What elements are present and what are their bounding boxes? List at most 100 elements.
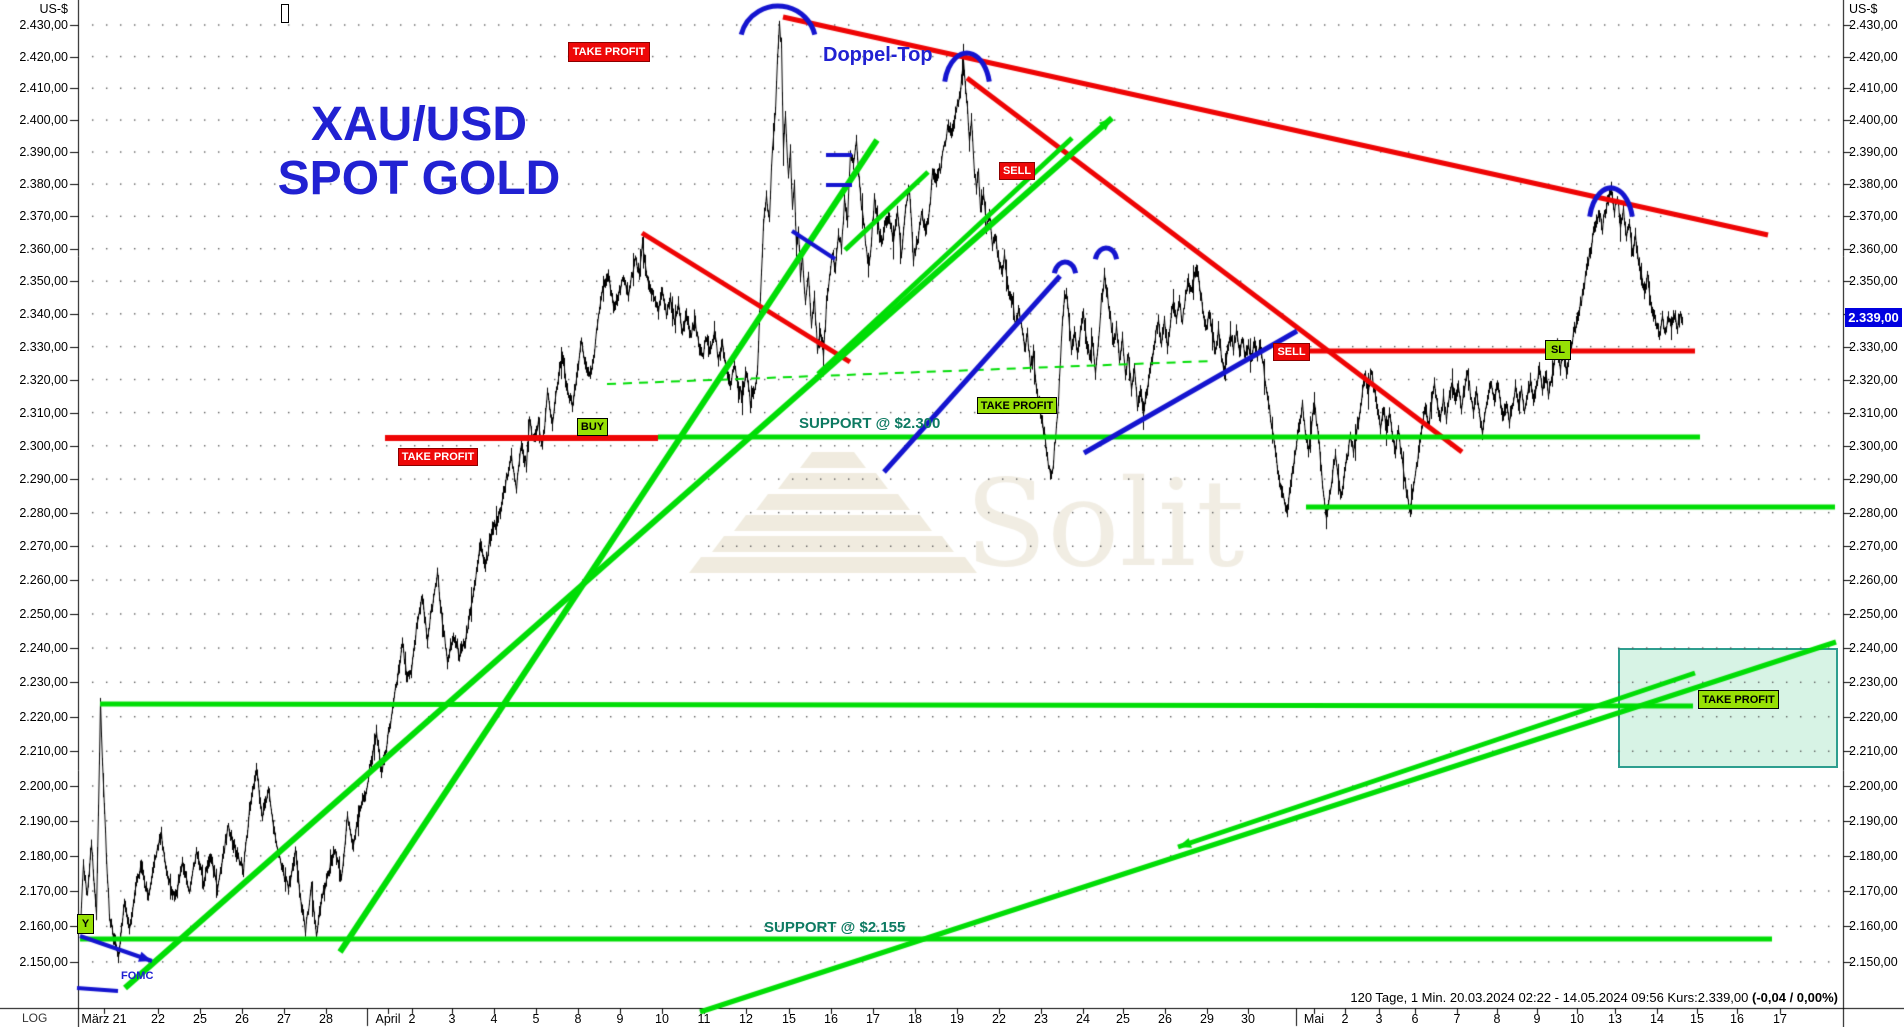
sell-box-5[interactable]: SELL [1273,343,1310,361]
y-axis-label-left-2370: 2.370,00 [19,209,68,224]
x-axis-label-2: 2 [408,1012,416,1026]
y-axis-label-left-2160: 2.160,00 [19,919,68,934]
buy-box-2[interactable]: BUY [577,418,608,436]
sl-box-6[interactable]: SL [1545,340,1571,360]
y-axis-label-left-2200: 2.200,00 [19,778,68,793]
y-axis-label-right-2300: 2.300,00 [1849,438,1898,453]
x-axis-label-18: 18 [908,1012,922,1026]
take-profit-box-0[interactable]: TAKE PROFIT [568,42,650,62]
x-axis-label-17: 17 [866,1012,880,1026]
x-axis-label-11: 11 [697,1012,711,1026]
y-axis-label-right-2230: 2.230,00 [1849,675,1898,690]
x-axis-label-15: 15 [1690,1012,1704,1026]
y-axis-label-left-2170: 2.170,00 [19,884,68,899]
y-axis-label-left-2380: 2.380,00 [19,177,68,192]
y-axis-label-left-2250: 2.250,00 [19,606,68,621]
y-axis-label-left-2360: 2.360,00 [19,241,68,256]
y-axis-label-right-2430: 2.430,00 [1849,18,1898,32]
sell-box-4[interactable]: SELL [999,162,1035,180]
x-axis-label-27: 27 [277,1012,291,1026]
y-axis-label-right-2360: 2.360,00 [1849,241,1898,256]
current-price-tag: 2.339,00 [1845,308,1902,327]
x-axis-label-17: 17 [1773,1012,1787,1026]
x-axis-label-6: 6 [1411,1012,1419,1026]
doppel-top-label[interactable]: Doppel-Top [823,44,933,66]
x-axis-label-3: 3 [448,1012,456,1026]
take-profit-box-3[interactable]: TAKE PROFIT [977,397,1057,414]
y-axis-label-left-2330: 2.330,00 [19,339,68,354]
y-axis-label-right-2270: 2.270,00 [1849,539,1898,554]
y-axis-label-right-2320: 2.320,00 [1849,372,1898,387]
y-box-8[interactable]: Y [77,914,94,934]
y-axis-label-right-2220: 2.220,00 [1849,709,1898,724]
y-axis-label-right-2240: 2.240,00 [1849,641,1898,656]
x-axis-label-Mai: Mai [1303,1012,1325,1026]
x-axis-label-3: 3 [1375,1012,1383,1026]
y-axis-label-right-2310: 2.310,00 [1849,405,1898,420]
support-2300-label[interactable]: SUPPORT @ $2.300 [799,415,941,432]
take-profit-box-1[interactable]: TAKE PROFIT [398,448,478,466]
y-axis-label-right-2150: 2.150,00 [1849,954,1898,969]
data-gap-marker [281,4,289,23]
x-axis-label-16: 16 [1730,1012,1744,1026]
x-axis-label-23: 23 [1034,1012,1048,1026]
y-axis-label-left-2260: 2.260,00 [19,573,68,588]
x-axis-label-16: 16 [824,1012,838,1026]
y-axis-label-right-2390: 2.390,00 [1849,145,1898,160]
log-scale-label[interactable]: LOG [22,1011,48,1025]
chart-title-line1: XAU/USD [310,98,528,151]
y-axis-label-right-2180: 2.180,00 [1849,848,1898,863]
x-axis-label-2: 2 [1341,1012,1349,1026]
status-bar: 120 Tage, 1 Min. 20.03.2024 02:22 - 14.0… [1350,990,1838,1005]
y-axis-label-left-2420: 2.420,00 [19,49,68,64]
y-axis-label-left-2220: 2.220,00 [19,709,68,724]
x-axis-label-10: 10 [1570,1012,1584,1026]
chart-title-block[interactable]: XAU/USD SPOT GOLD [219,98,619,206]
y-axis-label-left-2150: 2.150,00 [19,954,68,969]
status-change: (-0,04 / 0,00%) [1752,990,1838,1005]
y-axis-label-left-2410: 2.410,00 [19,81,68,96]
x-axis-label-29: 29 [1200,1012,1214,1026]
y-axis-label-right-2190: 2.190,00 [1849,813,1898,828]
y-axis-label-left-2180: 2.180,00 [19,848,68,863]
y-axis-label-left-2430: 2.430,00 [19,18,68,32]
y-axis-label-left-2190: 2.190,00 [19,813,68,828]
y-axis-label-right-2280: 2.280,00 [1849,505,1898,520]
y-axis-label-left-2270: 2.270,00 [19,539,68,554]
y-axis-label-left-2230: 2.230,00 [19,675,68,690]
y-axis-label-right-2410: 2.410,00 [1849,81,1898,96]
y-axis-label-right-2260: 2.260,00 [1849,573,1898,588]
x-axis-label-8: 8 [1493,1012,1501,1026]
fomc-label[interactable]: FOMC [121,970,154,982]
y-axis-unit-right: US-$ [1849,2,1878,16]
y-axis-label-right-2200: 2.200,00 [1849,778,1898,793]
x-axis-label-25: 25 [1116,1012,1130,1026]
support-2155-label[interactable]: SUPPORT @ $2.155 [764,919,906,936]
x-axis-label-19: 19 [950,1012,964,1026]
x-axis-label-9: 9 [1533,1012,1541,1026]
y-axis-label-left-2350: 2.350,00 [19,274,68,289]
y-axis-label-right-2400: 2.400,00 [1849,113,1898,128]
x-axis-label-24: 24 [1076,1012,1090,1026]
y-axis-label-left-2310: 2.310,00 [19,405,68,420]
y-axis-label-left-2340: 2.340,00 [19,306,68,321]
x-axis-label-März-21: März 21 [81,1012,127,1026]
x-axis-label-9: 9 [616,1012,624,1026]
y-axis-label-right-2330: 2.330,00 [1849,339,1898,354]
x-axis-label-14: 14 [1650,1012,1664,1026]
y-axis-label-right-2370: 2.370,00 [1849,209,1898,224]
x-axis-label-15: 15 [782,1012,796,1026]
x-axis-label-26: 26 [235,1012,249,1026]
x-axis-label-13: 13 [1608,1012,1622,1026]
y-axis-label-right-2290: 2.290,00 [1849,472,1898,487]
x-axis-label-8: 8 [574,1012,582,1026]
y-axis-label-right-2380: 2.380,00 [1849,177,1898,192]
take-profit-box-7[interactable]: TAKE PROFIT [1698,690,1779,709]
y-axis-label-left-2240: 2.240,00 [19,641,68,656]
x-axis-label-5: 5 [532,1012,540,1026]
status-period: 120 Tage, 1 Min. 20.03.2024 02:22 - 14.0… [1350,990,1752,1005]
y-axis-label-right-2250: 2.250,00 [1849,606,1898,621]
x-axis-label-7: 7 [1453,1012,1461,1026]
